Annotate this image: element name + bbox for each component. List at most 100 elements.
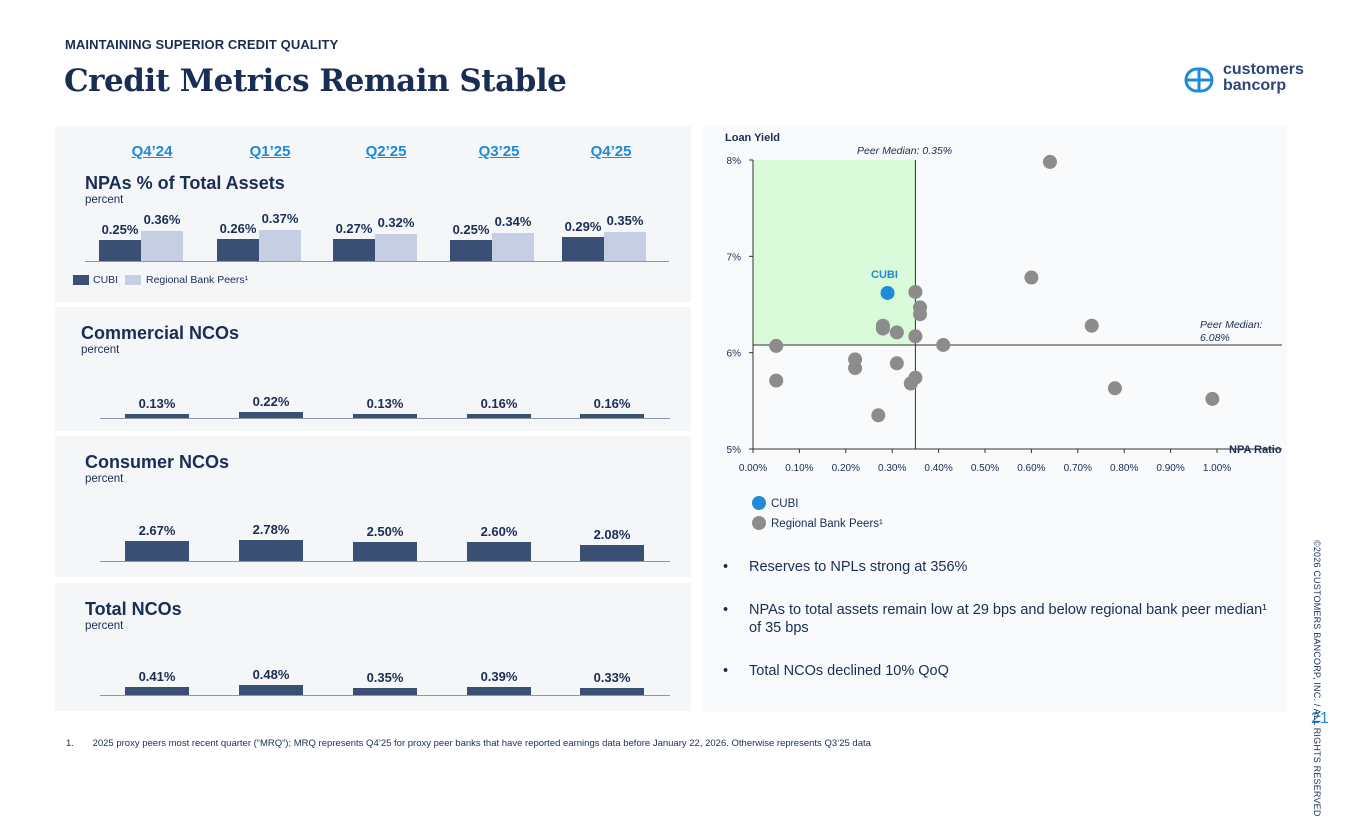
total-nco-subtitle: percent [85,620,124,632]
total-nco-value: 0.35% [366,670,404,685]
x-tick-label: 0.90% [1156,463,1184,474]
quarter-label: Q1’25 [249,143,291,160]
quarter-label: Q4’24 [131,143,173,160]
x-tick-label: 1.00% [1203,463,1231,474]
legend-marker-peers [752,516,766,530]
logo-icon [1184,67,1214,93]
bullet-text: NPAs to total assets remain low at 29 bp… [749,602,1267,636]
npa-value-cubi: 0.25% [452,222,490,238]
commercial-nco-value: 0.16% [480,395,518,411]
peer-bank-point [1042,154,1057,169]
npa-value-cubi: 0.26% [219,221,257,237]
commercial-nco-value: 0.22% [252,393,290,409]
y-axis-label: Loan Yield [725,132,780,144]
footnote-number: 1. [66,738,74,749]
y-tick-label: 5% [727,445,742,456]
quarter-label: Q2’25 [365,143,407,160]
total-nco-value: 0.41% [138,668,176,684]
total-nco-baseline [100,695,670,696]
peer-median-y-label-line1: Peer Median: [1200,319,1263,331]
total-nco-bar [125,686,189,695]
x-tick-label: 0.20% [832,463,860,474]
consumer-nco-bar [580,545,644,561]
peer-bank-point [889,356,904,371]
bullet-marker: • [723,602,729,618]
peer-bank-point [889,325,904,340]
bullet-item: • Reserves to NPLs strong at 356% [723,558,1269,576]
peer-bank-point [848,361,863,376]
total-nco-value: 0.33% [593,670,631,686]
npa-value-cubi: 0.25% [101,222,139,238]
consumer-nco-bar [353,542,417,561]
total-nco-bar [467,687,531,695]
x-tick-label: 0.80% [1110,463,1138,474]
y-tick-label: 6% [727,349,742,360]
total-nco-bar [353,688,417,695]
page-title: Credit Metrics Remain Stable [64,63,567,99]
npa-bar-peers [492,232,534,261]
consumer-nco-bar [125,540,189,561]
legend-label-peers: Regional Bank Peers¹ [771,518,883,530]
quarter-label: Q4’25 [590,143,632,160]
commercial-nco-bar [239,411,303,418]
total-nco-title: Total NCOs [85,599,182,619]
peer-bank-point [913,307,928,322]
bullet-marker: • [723,559,729,575]
npa-bar-cubi [217,239,259,261]
legend-swatch-peers [125,275,141,285]
commercial-nco-panel: Commercial NCOs percent 0.13% 0.22% 0.13% 0… [55,307,691,431]
commercial-nco-bar [580,413,644,418]
npa-bar-cubi [450,240,492,261]
legend-swatch-cubi [73,275,89,285]
legend-marker-cubi [752,496,766,510]
consumer-nco-value: 2.78% [252,522,290,538]
x-tick-label: 0.70% [1064,463,1092,474]
footnote-text: 2025 proxy peers most recent quarter (“M… [92,738,871,749]
legend-label-cubi: CUBI [771,498,798,510]
npa-bar-peers [141,231,183,261]
npa-panel: Q4’24 Q1’25 Q2’25 Q3’25 Q4’25 NPAs % of … [55,126,691,302]
npa-value-peers: 0.36% [143,212,181,228]
legend-label-peers: Regional Bank Peers¹ [146,274,249,286]
footnote: 1. 2025 proxy peers most recent quarter … [66,738,871,749]
peer-bank-point [871,408,886,423]
commercial-nco-value: 0.16% [593,395,631,411]
quarter-label: Q3’25 [478,143,520,160]
peer-bank-point [908,370,923,385]
bullet-marker: • [723,663,729,679]
peer-bank-point [769,373,784,388]
peer-bank-point [1205,391,1220,406]
scatter-chart: 0.00% 0.10% 0.20% 0.30% 0.40% 0.50% 0.60% 0.70%… [725,132,1282,530]
commercial-nco-bar [125,414,189,418]
npa-value-peers: 0.35% [606,212,644,228]
commercial-nco-title: Commercial NCOs [81,323,240,343]
total-nco-panel: Total NCOs percent 0.41% 0.48% 0.35% 0.39% 0… [55,583,691,711]
npa-value-peers: 0.37% [261,211,299,227]
consumer-nco-bar [239,540,303,561]
legend-label-cubi: CUBI [93,274,119,286]
x-axis-label: NPA Ratio [1229,444,1282,456]
y-tick-label: 7% [727,252,742,263]
consumer-nco-subtitle: percent [85,473,124,485]
peer-bank-point [1107,381,1122,396]
bullet-item: • Total NCOs declined 10% QoQ [723,662,1269,680]
x-tick-label: 0.40% [924,463,952,474]
copyright-notice: ©2026 CUSTOMERS BANCORP, INC. / ALL RIGH… [1312,540,1322,817]
npa-bar-peers [604,231,646,261]
commercial-nco-value: 0.13% [138,396,176,412]
total-nco-value: 0.39% [480,669,518,685]
cubi-point-label: CUBI [871,269,898,281]
section-eyebrow: MAINTAINING SUPERIOR CREDIT QUALITY [65,37,339,52]
consumer-nco-value: 2.67% [138,522,176,538]
y-tick-label: 8% [727,156,742,167]
peer-median-y-label-line2: 6.08% [1200,332,1230,344]
commercial-nco-bar [353,414,417,418]
peer-bank-point [875,321,890,336]
bullet-text: Reserves to NPLs strong at 356% [749,559,968,575]
logo-wordmark: customers bancorp [1223,62,1304,94]
npa-subtitle: percent [85,194,124,206]
consumer-nco-value: 2.60% [480,523,518,539]
peer-bank-point [1024,270,1039,285]
npa-bar-peers [375,234,417,261]
total-nco-bar [239,685,303,695]
